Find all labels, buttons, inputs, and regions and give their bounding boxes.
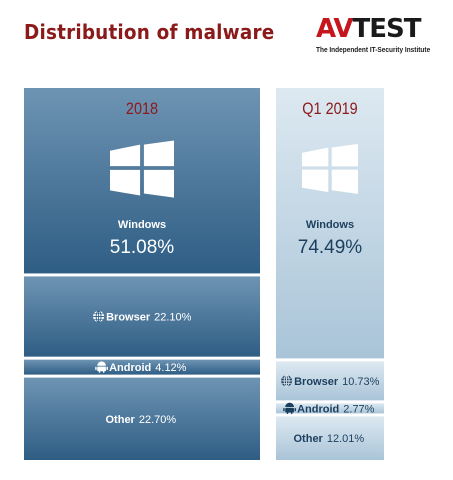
segment-label: Browser 22.10% xyxy=(106,312,192,324)
logo-tagline: The Independent IT-Security Institute xyxy=(316,45,431,54)
windows-logo-icon xyxy=(302,143,358,194)
col-2018: Browser 22.10% Android 4.12% Other 22.70% xyxy=(24,88,260,460)
segment-browser xyxy=(276,361,384,401)
segment-value: 74.49% xyxy=(298,237,363,258)
logo-mark: AVTEST xyxy=(316,14,421,44)
segment-label: Android 4.12% xyxy=(109,362,187,374)
av-test-logo: AVTEST The Independent IT-Security Insti… xyxy=(316,14,440,58)
segment-value: 2.77% xyxy=(343,403,374,415)
segment-value: 22.10% xyxy=(154,312,192,324)
segment-value: 10.73% xyxy=(342,376,380,388)
windows-logo-icon xyxy=(110,140,174,198)
segment-name: Browser xyxy=(106,312,151,324)
android-icon xyxy=(95,361,108,373)
segment-name: Browser xyxy=(294,376,339,388)
segment-android xyxy=(24,359,260,375)
segment-windows xyxy=(276,88,384,359)
segment-other xyxy=(276,416,384,460)
segment-value: 4.12% xyxy=(155,362,186,374)
globe-icon xyxy=(281,374,293,387)
segment-browser xyxy=(24,276,260,357)
segment-windows xyxy=(24,88,260,274)
segment-value: 51.08% xyxy=(110,237,175,258)
segment-label: Other 22.70% xyxy=(106,414,177,426)
segment-name: Windows xyxy=(306,219,354,231)
segment-name: Other xyxy=(294,433,324,445)
segment-value: 22.70% xyxy=(139,414,177,426)
segment-value: 12.01% xyxy=(327,433,365,445)
segment-name: Android xyxy=(297,403,339,415)
segment-label: Other 12.01% xyxy=(294,433,365,445)
globe-icon xyxy=(93,310,105,323)
col-q1-2019: Browser 10.73% Android 2.77% Other 12.01% xyxy=(276,88,384,460)
android-icon xyxy=(283,402,296,415)
segment-name: Windows xyxy=(118,219,166,231)
segment-android xyxy=(276,403,384,414)
segment-other xyxy=(24,377,260,460)
segment-label: Android 2.77% xyxy=(297,403,375,415)
chart-title: Distribution of malware xyxy=(24,20,275,44)
segment-label: Browser 10.73% xyxy=(294,376,380,388)
segment-name: Other xyxy=(106,414,136,426)
segment-name: Android xyxy=(109,362,151,374)
column-label: 2018 xyxy=(126,100,158,118)
column-label: Q1 2019 xyxy=(302,100,358,118)
